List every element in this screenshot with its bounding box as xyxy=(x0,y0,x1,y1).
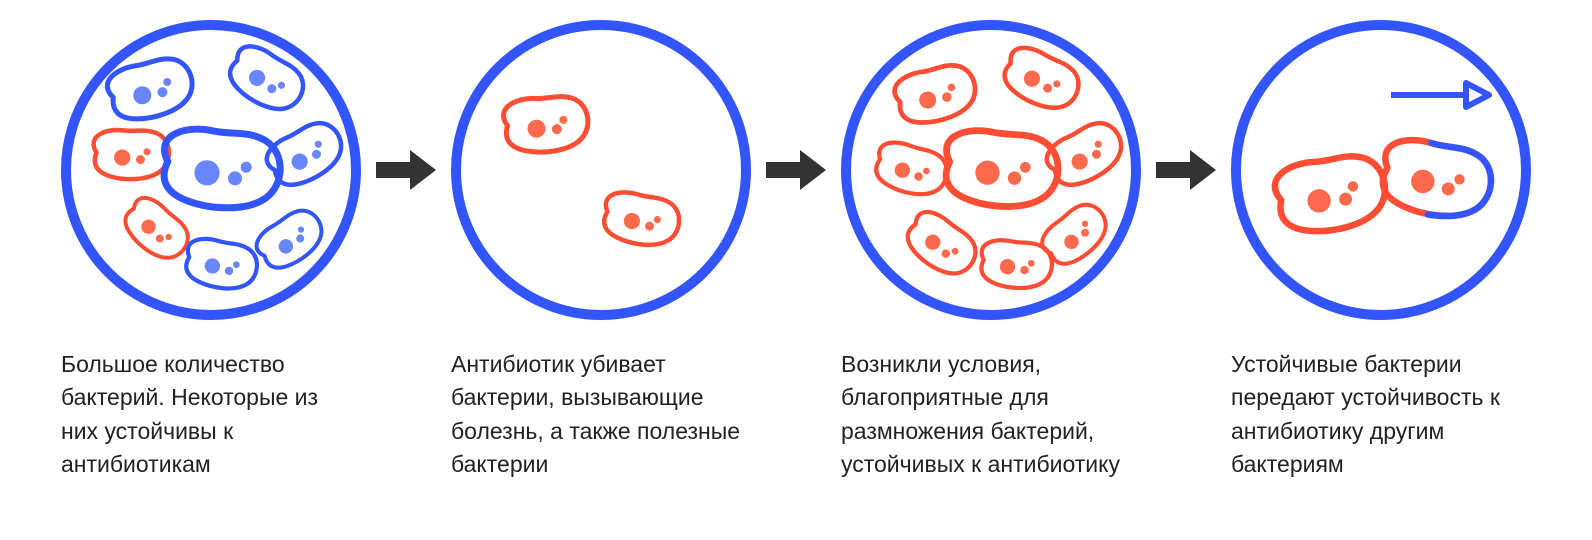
stage: Устойчивые бактерии передают устойчивост… xyxy=(1231,20,1531,481)
flow-arrow-icon xyxy=(361,20,451,320)
stage: Большое количество бактерий. Некоторые и… xyxy=(61,20,361,481)
stage-caption: Большое количество бактерий. Некоторые и… xyxy=(61,348,361,481)
stage-caption: Возникли условия, благоприятные для разм… xyxy=(841,348,1141,481)
stage: Возникли условия, благоприятные для разм… xyxy=(841,20,1141,481)
dish-ring xyxy=(456,25,746,315)
flow-arrow-icon xyxy=(751,20,841,320)
stage-caption: Антибиотик убивает бактерии, вызывающие … xyxy=(451,348,751,481)
flow-arrow-icon xyxy=(1141,20,1231,320)
petri-dish xyxy=(841,20,1141,320)
stage: Антибиотик убивает бактерии, вызывающие … xyxy=(451,20,751,481)
petri-dish xyxy=(451,20,751,320)
petri-dish xyxy=(1231,20,1531,320)
petri-dish xyxy=(61,20,361,320)
stage-caption: Устойчивые бактерии передают устойчивост… xyxy=(1231,348,1531,481)
